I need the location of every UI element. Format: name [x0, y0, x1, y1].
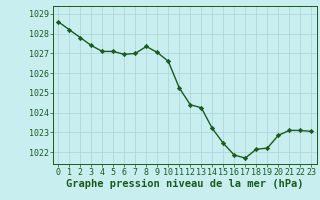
X-axis label: Graphe pression niveau de la mer (hPa): Graphe pression niveau de la mer (hPa)	[66, 179, 304, 189]
